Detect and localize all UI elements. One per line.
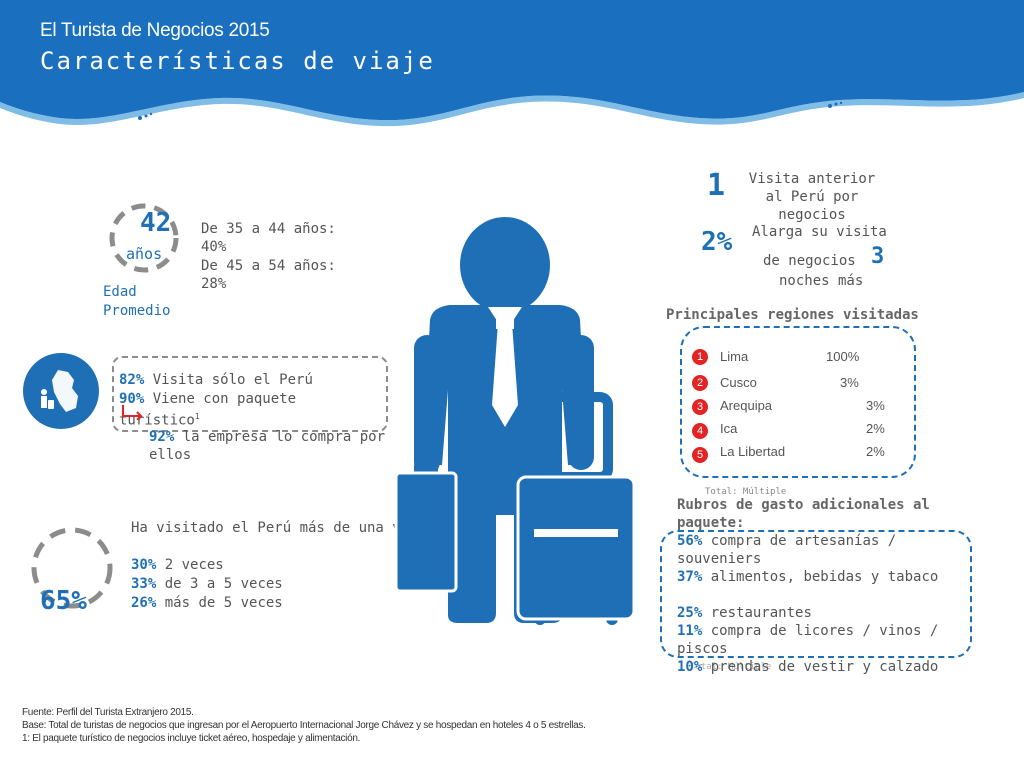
dashed-circle-icon [31,527,113,609]
age-label-1: Edad [103,284,137,300]
rank-badge: 5 [692,447,708,463]
region-pct: 2% [866,444,885,459]
rank-badge: 1 [692,349,708,365]
previous-visit-line3: negocios [778,207,846,223]
regions-box [680,326,916,478]
region-name: Cusco [720,375,757,390]
spending-row: 25% restaurantes [677,605,812,621]
extend-line2: de negocios [763,253,856,269]
region-pct: 100% [826,349,860,364]
visits-big-pct: 65% [40,586,87,616]
header-banner [0,0,1024,127]
spending-title: Rubros de gasto adicionales al paquete: [677,497,930,531]
rank-badge: 4 [692,423,708,439]
age-label-2: Promedio [103,303,171,319]
regions-title: Principales regiones visitadas [666,307,919,323]
visits-row-2: 33% de 3 a 5 veces [131,576,283,592]
spending-note: Total: Múltiple [690,662,772,672]
rank-badge: 2 [692,375,708,391]
previous-visit-line2: al Perú por [765,189,859,205]
regions-note: Total: Múltiple [705,487,787,497]
spending-row: 10% prendas de vestir y calzado [677,659,939,675]
region-pct: 3% [866,398,885,413]
peru-stat-1: 82% Visita sólo el Perú [119,372,313,388]
spending-row: 37% alimentos, bebidas y tabaco [677,569,939,585]
peru-stats-box [112,356,388,432]
page-title: Características de viaje [40,47,435,75]
region-name: Ica [720,421,738,436]
previous-visit-line1: Visita anterior [748,171,876,187]
age-value: 42 [140,208,172,238]
age-range-1: De 35 a 44 años: 40% [201,221,336,255]
peru-stat-3: 92% la empresa lo compra por ellos [149,429,386,463]
extend-nights: 3 [871,244,885,269]
previous-visit-number: 1 [707,168,726,203]
extend-pct: 2% [701,227,733,257]
peru-stat-2: 90% Viene con paquete turístico1 [119,391,297,429]
peru-map-traveler-icon [23,353,99,429]
footer-base: Base: Total de turistas de negocios que … [22,720,586,731]
visits-headline: Ha visitado el Perú más de una vez [131,520,418,536]
footer-note: 1: El paquete turístico de negocios incl… [22,733,361,744]
age-unit: años [126,245,163,263]
spending-box [660,530,972,658]
visits-row-3: 26% más de 5 veces [131,595,283,611]
region-name: La Libertad [720,444,786,459]
visits-row-1: 30% 2 veces [131,557,224,573]
region-pct: 2% [866,421,885,436]
region-name: Lima [720,349,749,364]
region-name: Arequipa [720,398,773,413]
age-range-2: De 45 a 54 años: 28% [201,258,336,292]
rank-badge: 3 [692,399,708,415]
extend-line1: Alarga su visita [752,224,887,240]
region-pct: 3% [840,375,859,390]
header-subtitle: El Turista de Negocios 2015 [40,20,270,41]
footer-source: Fuente: Perfil del Turista Extranjero 20… [22,707,194,718]
extend-line3: noches más [779,273,864,289]
spending-row: 11% compra de licores / vinos / piscos [677,623,939,657]
arrow-down-right-icon [122,405,143,420]
spending-row: 56% compra de artesanías / souveniers [677,533,897,567]
dashed-circle-icon [109,203,179,273]
businessman-with-luggage-icon [394,217,636,625]
